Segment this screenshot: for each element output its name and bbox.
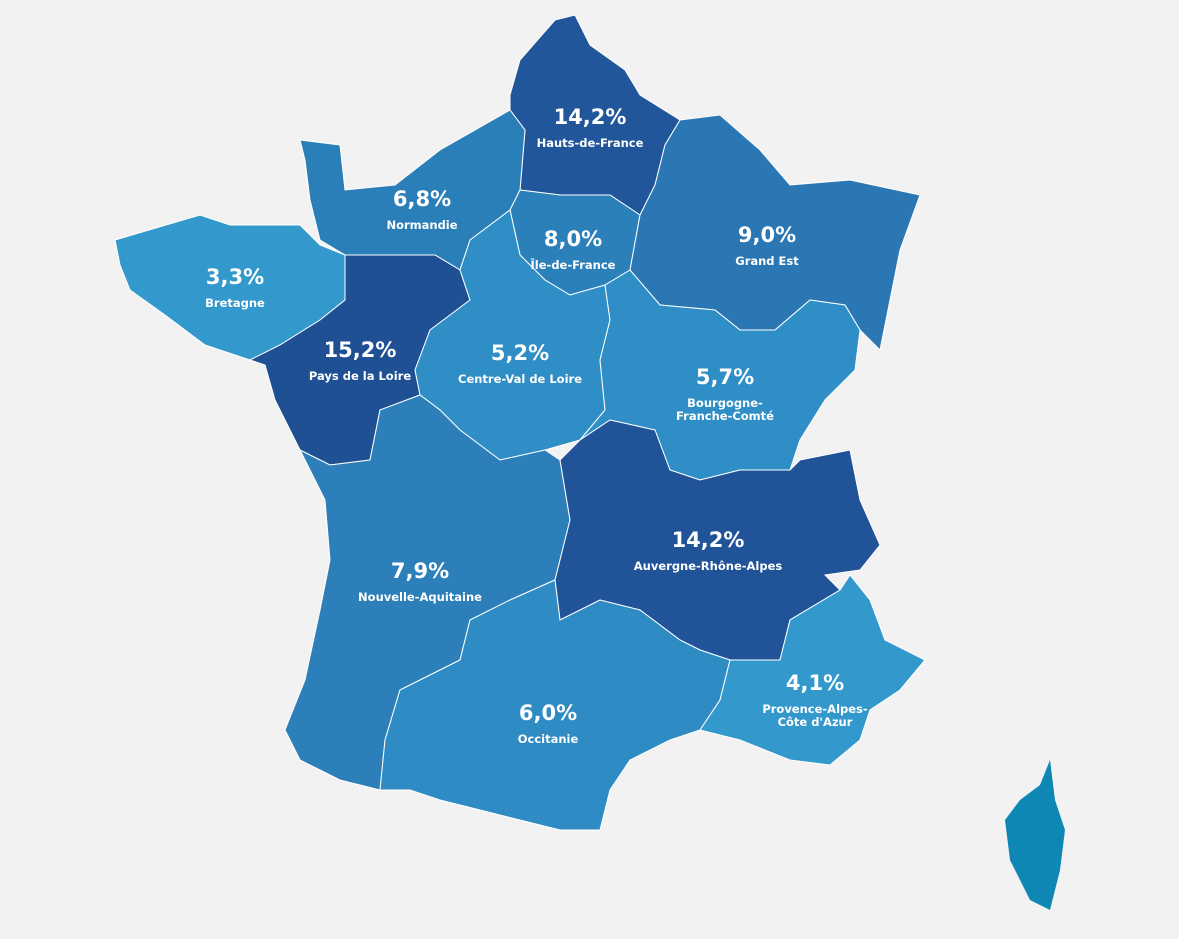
value-label: 8,0% bbox=[543, 227, 603, 251]
value-label: 3,3% bbox=[205, 265, 265, 289]
region-label: 14,2% Hauts-de-France bbox=[536, 105, 644, 151]
value-label: 9,0% bbox=[737, 223, 797, 247]
region-name: Auvergne-Rhône-Alpes bbox=[633, 559, 783, 574]
value-label: 5,2% bbox=[490, 341, 550, 365]
region-label: 6,8% Normandie bbox=[386, 187, 458, 233]
corsica bbox=[1005, 760, 1065, 910]
region-label: 5,2% Centre-Val de Loire bbox=[458, 341, 582, 387]
region-label: 15,2% Pays de la Loire bbox=[308, 338, 412, 384]
region-name: Provence-Alpes-Côte d'Azur bbox=[762, 702, 868, 729]
value-label: 15,2% bbox=[323, 338, 397, 362]
value-label: 14,2% bbox=[671, 528, 745, 552]
region bbox=[579, 269, 861, 481]
region-name: Nouvelle-Aquitaine bbox=[358, 590, 482, 605]
region-name: Pays de la Loire bbox=[308, 369, 412, 384]
value-label: 6,0% bbox=[518, 701, 578, 725]
region-name: Centre-Val de Loire bbox=[458, 372, 582, 387]
region-label: 3,3% Bretagne bbox=[205, 265, 265, 311]
region-name: Bretagne bbox=[205, 296, 265, 311]
value-label: 4,1% bbox=[785, 671, 845, 695]
region-name: Île-de-France bbox=[530, 258, 616, 273]
value-label: 14,2% bbox=[553, 105, 627, 129]
region-label: 9,0% Grand Est bbox=[735, 223, 799, 269]
region-name: Bourgogne-Franche-Comté bbox=[676, 396, 774, 423]
region-name: Hauts-de-France bbox=[536, 136, 644, 151]
region-name: Occitanie bbox=[517, 732, 579, 747]
region-label: 8,0% Île-de-France bbox=[530, 227, 616, 273]
region bbox=[414, 209, 611, 461]
region-label: 6,0% Occitanie bbox=[517, 701, 579, 747]
value-label: 5,7% bbox=[695, 365, 755, 389]
value-label: 7,9% bbox=[390, 559, 450, 583]
region-name: Grand Est bbox=[735, 254, 799, 269]
region-label: 14,2% Auvergne-Rhône-Alpes bbox=[633, 528, 783, 574]
region-label: 5,7% Bourgogne-Franche-Comté bbox=[675, 365, 775, 423]
region-name: Normandie bbox=[386, 218, 458, 233]
region bbox=[699, 574, 926, 766]
value-label: 6,8% bbox=[392, 187, 452, 211]
region-label: 4,1% Provence-Alpes-Côte d'Azur bbox=[755, 671, 875, 729]
region-label: 7,9% Nouvelle-Aquitaine bbox=[358, 559, 482, 605]
